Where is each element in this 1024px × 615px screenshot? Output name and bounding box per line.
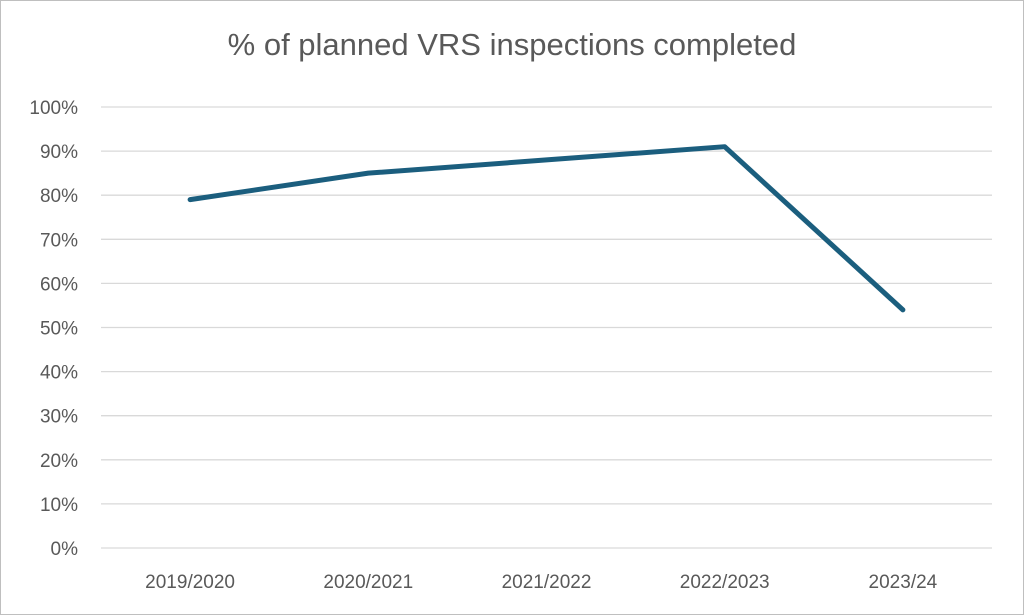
y-tick-label: 80% <box>40 186 78 207</box>
y-tick-label: 0% <box>51 539 79 560</box>
x-tick-label: 2019/2020 <box>145 572 235 593</box>
y-tick-label: 60% <box>40 274 78 295</box>
series-line <box>187 144 906 313</box>
y-tick-label: 90% <box>40 142 78 163</box>
x-tick-label: 2021/2022 <box>502 572 592 593</box>
x-tick-label: 2022/2023 <box>680 572 770 593</box>
x-tick-label: 2023/24 <box>869 572 938 593</box>
y-tick-label: 40% <box>40 363 78 384</box>
y-tick-label: 20% <box>40 451 78 472</box>
y-tick-label: 10% <box>40 495 78 516</box>
y-tick-label: 100% <box>29 98 78 119</box>
chart-title: % of planned VRS inspections completed <box>227 27 797 62</box>
x-tick-label: 2020/2021 <box>323 572 413 593</box>
y-tick-label: 70% <box>40 230 78 251</box>
y-tick-label: 50% <box>40 319 78 340</box>
y-tick-label: 30% <box>40 407 78 428</box>
